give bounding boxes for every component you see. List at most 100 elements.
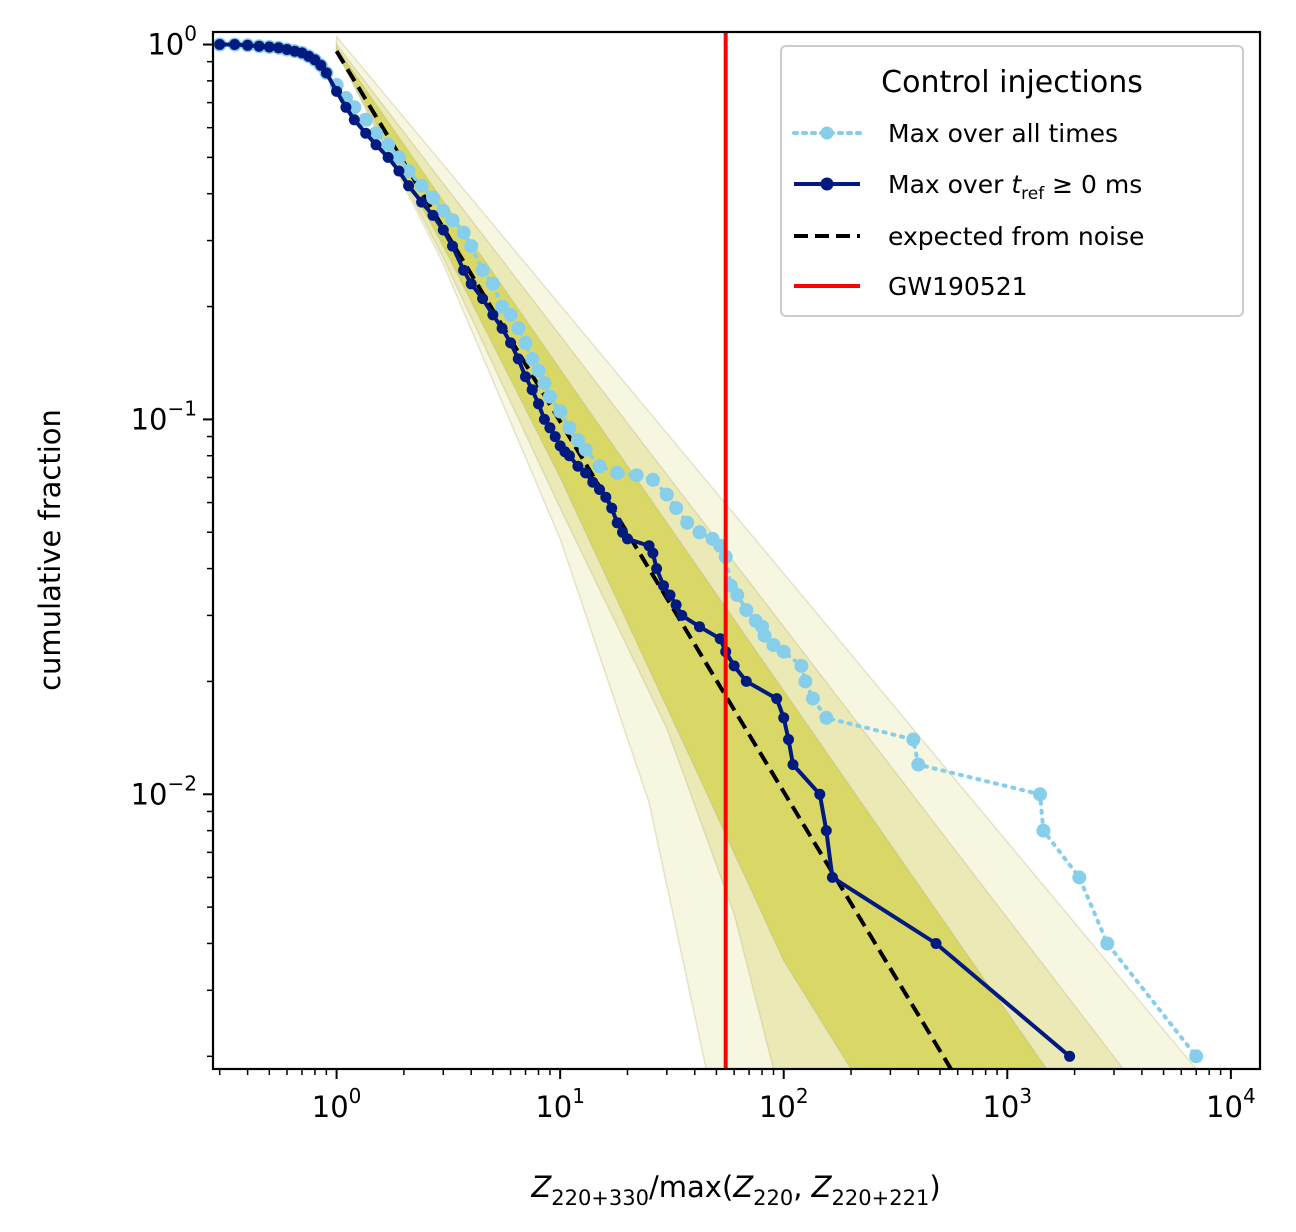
series-1-point-29 [496, 322, 508, 334]
x-tick-label: 101 [535, 1084, 585, 1124]
series-0-point-33 [525, 351, 540, 366]
series-0-point-24 [445, 213, 460, 228]
series-0-point-53 [730, 588, 745, 602]
legend-label-expected: expected from noise [888, 222, 1144, 251]
series-1-point-33 [526, 384, 538, 396]
x-tick-label: 104 [1206, 1084, 1256, 1124]
series-1-point-0 [214, 39, 226, 50]
series-1-point-30 [505, 337, 517, 349]
legend-label-gw190521: GW190521 [888, 272, 1028, 301]
series-1-point-62 [771, 693, 783, 705]
series-1-point-5 [273, 42, 285, 54]
series-1-point-67 [820, 825, 832, 837]
series-1-point-4 [263, 41, 275, 53]
series-1-point-11 [315, 59, 327, 71]
series-0-point-48 [692, 525, 707, 540]
series-0-point-70 [1189, 1049, 1204, 1064]
series-0-point-32 [518, 335, 533, 350]
series-1-point-68 [826, 871, 838, 883]
series-0-point-23 [436, 203, 451, 218]
series-1-point-41 [572, 460, 584, 472]
series-1-point-54 [664, 589, 676, 601]
series-1-point-13 [331, 85, 343, 97]
series-1-point-64 [783, 734, 794, 745]
legend-marker-all-times [820, 126, 834, 140]
legend-box [780, 45, 1244, 317]
series-0-point-40 [578, 442, 593, 457]
series-1-point-53 [658, 580, 669, 592]
series-1-point-22 [427, 209, 439, 221]
series-1-point-70 [1064, 1050, 1076, 1062]
series-1-point-3 [253, 40, 265, 52]
series-1-point-35 [538, 413, 550, 425]
legend-label-tref: Max over tref ≥ 0 ms [888, 170, 1142, 204]
series-0-point-17 [369, 126, 383, 141]
band-inner [335, 45, 1048, 1069]
series-0-point-66 [1033, 787, 1047, 802]
series-0-point-54 [739, 603, 754, 618]
series-1-point-25 [458, 264, 470, 276]
series-0-point-20 [401, 164, 416, 178]
series-1-point-32 [520, 371, 531, 383]
series-1-point-60 [728, 660, 740, 672]
series-0-point-43 [629, 468, 644, 483]
series-0-point-16 [358, 112, 373, 127]
series-1-point-69 [930, 938, 942, 949]
series-1-point-19 [393, 165, 405, 177]
series-0-point-44 [645, 472, 660, 487]
series-0-point-30 [503, 307, 518, 322]
series-0-point-65 [911, 757, 926, 772]
legend-title: Control injections [881, 65, 1143, 100]
series-0-point-64 [906, 732, 921, 747]
y-tick-label: 10−1 [131, 396, 197, 436]
series-0-point-39 [570, 433, 585, 448]
series-1-point-42 [580, 467, 592, 479]
series-0-point-37 [553, 404, 568, 419]
series-0-point-63 [819, 710, 834, 725]
series-1-point-27 [477, 293, 489, 305]
series-0-point-27 [475, 263, 490, 278]
series-0-point-47 [680, 515, 695, 530]
series-1-point-20 [403, 180, 415, 192]
series-1-point-28 [487, 309, 499, 321]
band-middle [335, 42, 1125, 1069]
series-0-point-31 [511, 321, 526, 336]
series-1-point-40 [563, 450, 575, 462]
noise-bands [335, 34, 1198, 1069]
legend-label-all-times: Max over all times [888, 119, 1118, 148]
series-0-point-38 [562, 420, 577, 435]
series-1-point-2 [242, 39, 254, 51]
series-0-point-57 [757, 628, 772, 643]
series-1-point-57 [694, 621, 705, 633]
series-0-point-19 [391, 150, 406, 165]
axis-ticks [203, 43, 1232, 1079]
series-0-point-34 [531, 363, 546, 378]
series-0-point-61 [798, 674, 813, 689]
series-1-point-63 [778, 712, 790, 724]
series-0-point-25 [456, 225, 471, 240]
series-0-point-22 [426, 190, 440, 205]
series-0-point-45 [659, 487, 674, 502]
series-1-point-61 [740, 675, 752, 687]
series-1-point-24 [447, 240, 458, 252]
series-1-point-21 [416, 196, 428, 208]
series-1-point-26 [465, 278, 477, 290]
series-0-point-69 [1100, 936, 1115, 951]
series-1-point-12 [320, 67, 332, 79]
series-1-point-49 [622, 533, 633, 545]
series-1-point-36 [544, 422, 556, 434]
series-1-point-15 [348, 114, 360, 126]
series-1-point-51 [647, 547, 659, 559]
y-tick-label: 100 [147, 22, 197, 62]
series-0-point-62 [805, 691, 820, 706]
series-1-point-34 [533, 398, 544, 410]
series-0-point-46 [669, 501, 684, 516]
y-axis-label: cumulative fraction [33, 409, 67, 691]
series-0-point-18 [381, 137, 396, 152]
y-tick-label: 10−2 [131, 771, 197, 811]
series-0-point-35 [537, 376, 552, 391]
series-1-point-16 [360, 127, 372, 139]
series-1-point-47 [611, 517, 623, 529]
series-1-point-1 [229, 39, 241, 50]
